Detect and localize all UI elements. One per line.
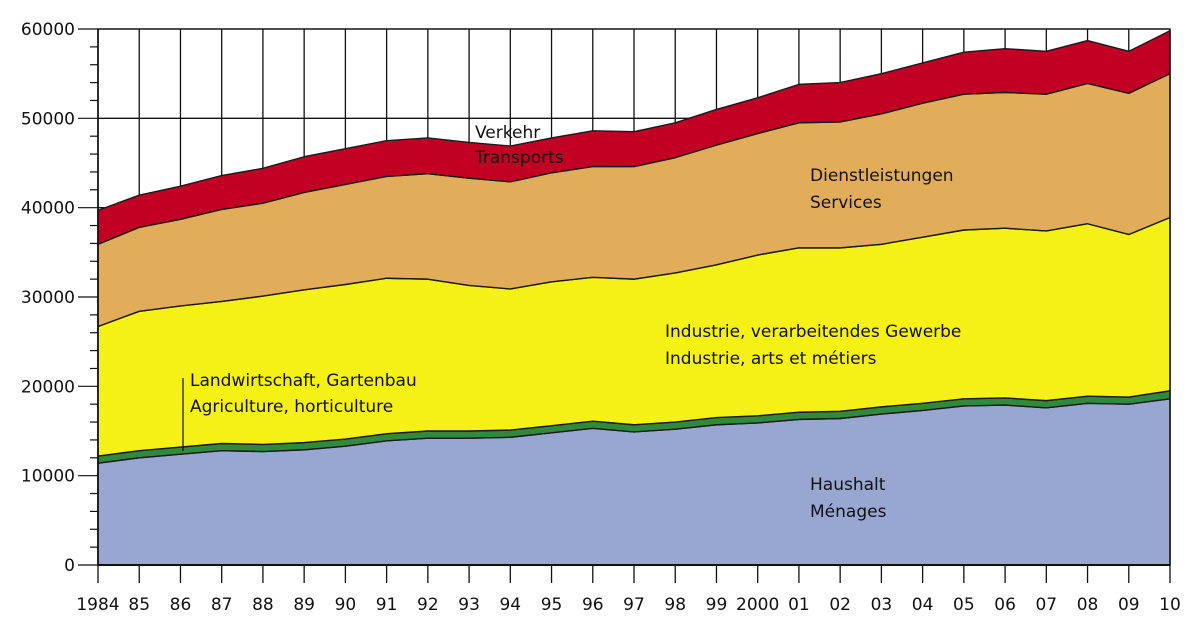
x-tick-label: 2000 xyxy=(736,595,779,615)
x-axis: 1984 85 86 87 88 89 90 91 92 93 94 95 96 97 98 99 2000 01… xyxy=(76,564,1181,615)
x-tick-label: 02 xyxy=(829,595,851,615)
x-tick-label: 97 xyxy=(623,595,645,615)
x-tick-label: 03 xyxy=(871,595,893,615)
x-tick-label: 94 xyxy=(499,595,521,615)
label-haushalt-de: Haushalt xyxy=(810,475,886,495)
x-tick-label: 91 xyxy=(376,595,398,615)
label-industrie-de: Industrie, verarbeitendes Gewerbe xyxy=(665,322,961,342)
x-tick-label: 87 xyxy=(211,595,233,615)
y-tick-label: 0 xyxy=(64,556,75,576)
y-tick-label: 60000 xyxy=(21,20,75,40)
x-tick-label: 04 xyxy=(912,595,934,615)
label-dienstleistungen-fr: Services xyxy=(810,193,882,213)
y-tick-label: 30000 xyxy=(21,288,75,308)
label-haushalt-fr: Ménages xyxy=(810,502,887,522)
x-tick-label: 88 xyxy=(252,595,274,615)
label-landwirtschaft-fr: Agriculture, horticulture xyxy=(190,397,393,417)
x-tick-label: 98 xyxy=(664,595,686,615)
areas xyxy=(97,28,1171,566)
x-tick-label: 99 xyxy=(706,595,728,615)
y-tick-label: 50000 xyxy=(21,109,75,129)
x-tick-label: 1984 xyxy=(76,595,119,615)
x-tick-label: 85 xyxy=(128,595,150,615)
label-verkehr-fr: Transports xyxy=(474,148,564,168)
x-tick-label: 92 xyxy=(417,595,439,615)
x-tick-label: 09 xyxy=(1118,595,1140,615)
label-verkehr-de: Verkehr xyxy=(475,123,540,143)
y-axis: 0 10000 20000 30000 40000 50000 60000 xyxy=(21,20,99,576)
x-tick-label: 89 xyxy=(293,595,315,615)
label-landwirtschaft-de: Landwirtschaft, Gartenbau xyxy=(190,371,417,391)
x-tick-label: 95 xyxy=(541,595,563,615)
y-tick-label: 10000 xyxy=(21,467,75,487)
x-tick-label: 96 xyxy=(582,595,604,615)
x-tick-label: 08 xyxy=(1077,595,1099,615)
x-tick-label: 01 xyxy=(788,595,810,615)
x-tick-label: 93 xyxy=(458,595,480,615)
x-tick-label: 07 xyxy=(1035,595,1057,615)
x-tick-label: 05 xyxy=(953,595,975,615)
x-tick-label: 90 xyxy=(335,595,357,615)
x-tick-label: 86 xyxy=(170,595,192,615)
x-tick-label: 06 xyxy=(994,595,1016,615)
label-industrie-fr: Industrie, arts et métiers xyxy=(665,349,877,369)
label-dienstleistungen-de: Dienstleistungen xyxy=(810,166,954,186)
y-tick-label: 20000 xyxy=(21,377,75,397)
y-tick-label: 40000 xyxy=(21,199,75,219)
x-tick-label: 10 xyxy=(1159,595,1181,615)
annotations: Haushalt Ménages Landwirtschaft, Gartenb… xyxy=(182,123,961,522)
